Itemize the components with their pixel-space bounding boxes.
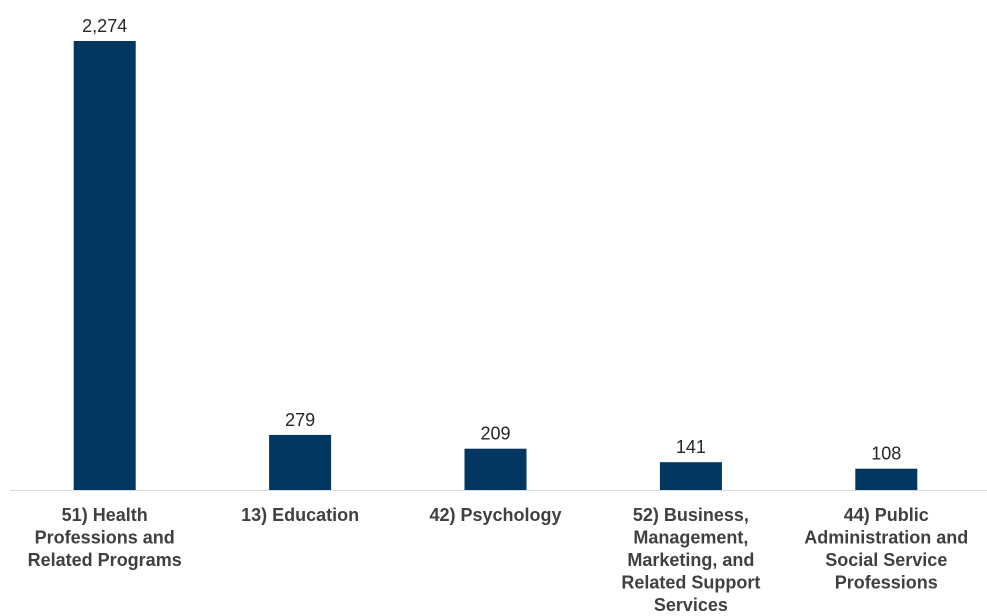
bar <box>269 434 332 490</box>
data-label: 2,274 <box>82 16 127 36</box>
category-tick-label: 51) Health Professions and Related Program… <box>28 505 182 570</box>
category-tick-label: 13) Education <box>241 505 359 525</box>
category-tick-label-line: Services <box>654 595 728 615</box>
bar <box>464 448 527 490</box>
category-tick-label: 52) Business, Management, Marketing, and Re… <box>621 505 760 615</box>
category-tick-label-line: Marketing, and <box>627 550 754 570</box>
data-label: 279 <box>285 410 315 430</box>
bar <box>73 41 136 490</box>
data-label: 108 <box>871 444 901 464</box>
category-tick-label-line: 42) Psychology <box>429 505 561 525</box>
category-tick-label-line: 13) Education <box>241 505 359 525</box>
category-labels-group: 51) Health Professions and Related Program… <box>28 505 969 615</box>
data-label: 141 <box>676 437 706 457</box>
bar <box>855 468 918 490</box>
category-tick-label-line: 44) Public <box>844 505 929 525</box>
category-tick-label-line: Professions <box>835 573 938 593</box>
category-tick-label-line: 51) Health <box>62 505 148 525</box>
data-label: 209 <box>480 424 510 444</box>
category-tick-label: 42) Psychology <box>429 505 561 525</box>
value-labels-group: 2,274 279 209 141 108 <box>82 16 901 464</box>
bar <box>659 462 722 490</box>
category-tick-label-line: Related Programs <box>28 550 182 570</box>
category-tick-label-line: 52) Business, <box>633 505 749 525</box>
category-tick-label-line: Administration and <box>804 528 968 548</box>
category-tick-label-line: Professions and <box>35 528 175 548</box>
category-tick-label: 44) Public Administration and Social Servi… <box>804 505 968 593</box>
category-tick-label-line: Management, <box>633 528 748 548</box>
category-tick-label-line: Social Service <box>825 550 947 570</box>
bars-group <box>73 41 918 490</box>
category-tick-label-line: Related Support <box>621 573 760 593</box>
